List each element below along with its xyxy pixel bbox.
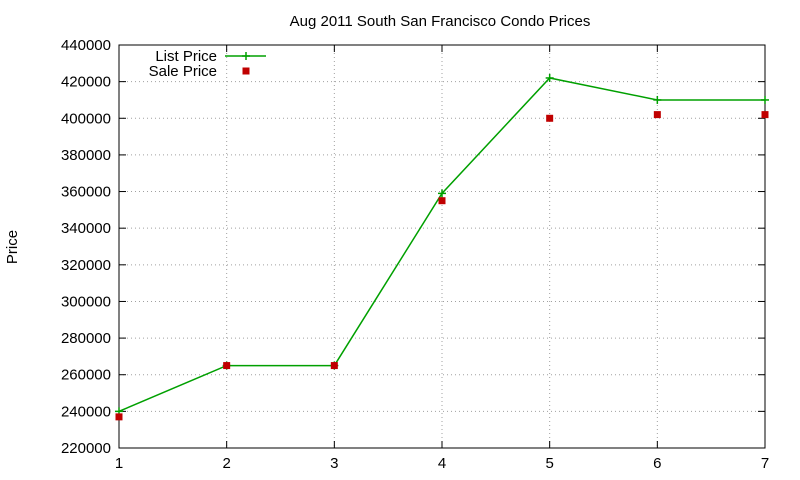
legend-label-sale-price: Sale Price xyxy=(149,63,217,80)
y-tick-label: 400000 xyxy=(61,110,111,127)
legend-marker-sale-price xyxy=(242,67,250,75)
legend: List Price Sale Price xyxy=(149,48,266,80)
legend-marker-list-price xyxy=(242,52,250,60)
sale-price-point xyxy=(546,114,554,122)
list-price-point xyxy=(438,189,446,198)
y-tick-label: 320000 xyxy=(61,257,111,274)
sale-price-point xyxy=(223,362,231,370)
sale-price-point xyxy=(653,111,661,119)
x-tick-label: 7 xyxy=(761,455,769,472)
series xyxy=(115,73,769,421)
sale-price-point xyxy=(438,197,446,205)
grid xyxy=(119,45,765,448)
list-price-point xyxy=(653,95,662,104)
y-tick-label: 300000 xyxy=(61,293,111,310)
y-axis-label: Price xyxy=(4,230,21,264)
x-tick-label: 1 xyxy=(115,455,123,472)
chart-title: Aug 2011 South San Francisco Condo Price… xyxy=(290,13,591,30)
legend-label-list-price: List Price xyxy=(155,48,217,65)
y-tick-label: 440000 xyxy=(61,37,111,54)
y-tick-label: 360000 xyxy=(61,184,111,201)
x-tick-label: 4 xyxy=(438,455,446,472)
sale-price-point xyxy=(115,413,123,421)
x-tick-label: 2 xyxy=(222,455,230,472)
y-tick-label: 220000 xyxy=(61,440,111,457)
y-tick-label: 420000 xyxy=(61,74,111,91)
y-tick-label: 280000 xyxy=(61,330,111,347)
sale-price-point xyxy=(330,362,338,370)
list-price-point xyxy=(545,73,554,82)
x-tick-label: 6 xyxy=(653,455,661,472)
y-tick-label: 240000 xyxy=(61,403,111,420)
x-tick-label: 3 xyxy=(330,455,338,472)
plot-frame xyxy=(118,44,766,449)
axis-ticks: 2200002400002600002800003000003200003400… xyxy=(61,37,769,472)
x-tick-label: 5 xyxy=(545,455,553,472)
sale-price-point xyxy=(761,111,769,119)
y-tick-label: 260000 xyxy=(61,367,111,384)
list-price-point xyxy=(761,95,769,104)
y-tick-label: 340000 xyxy=(61,220,111,237)
y-tick-label: 380000 xyxy=(61,147,111,164)
